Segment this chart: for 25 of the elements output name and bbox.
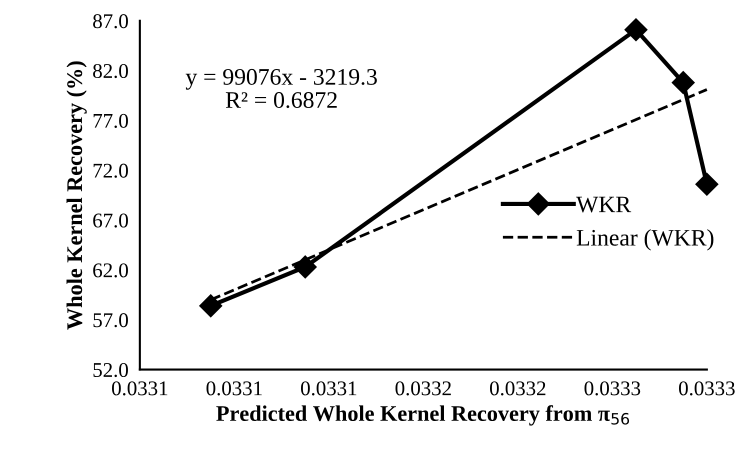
y-tick-label: 57.0 (94, 313, 128, 328)
x-tick-label: 0.0333 (679, 381, 735, 396)
y-axis-title: Whole Kernel Recovery (%) (66, 61, 87, 330)
point (624, 18, 648, 42)
x-tick-label: 0.0331 (301, 381, 356, 396)
x-axis-title: Predicted Whole Kernel Recovery from π$_{56}$ (216, 405, 630, 426)
y-tick-label: 67.0 (93, 213, 128, 228)
legend-label: Linear (WKR) (576, 229, 714, 251)
legend-label: WKR (576, 196, 632, 213)
x-tick-label: 0.0332 (396, 381, 451, 396)
x-tick-label: 0.0331 (206, 381, 262, 396)
y-tick-label: 62.0 (93, 263, 128, 278)
y-tick-label: 87.0 (93, 14, 128, 28)
y-tick-label: 82.0 (93, 64, 128, 78)
point (294, 255, 317, 278)
y-tick-label: 77.0 (94, 114, 128, 128)
y-tick-label: 72.0 (94, 164, 128, 178)
point (695, 172, 718, 196)
point (199, 294, 222, 318)
y-tick-label: 52.0 (94, 362, 128, 378)
x-tick-label: 0.0333 (584, 381, 640, 396)
x-tick-label: 0.0332 (490, 381, 546, 396)
annotation: y = 99076x - 3219.3 R² = 0.6872 (186, 68, 377, 108)
point (672, 71, 695, 94)
x-tick-label: 0.0331 (112, 381, 168, 396)
